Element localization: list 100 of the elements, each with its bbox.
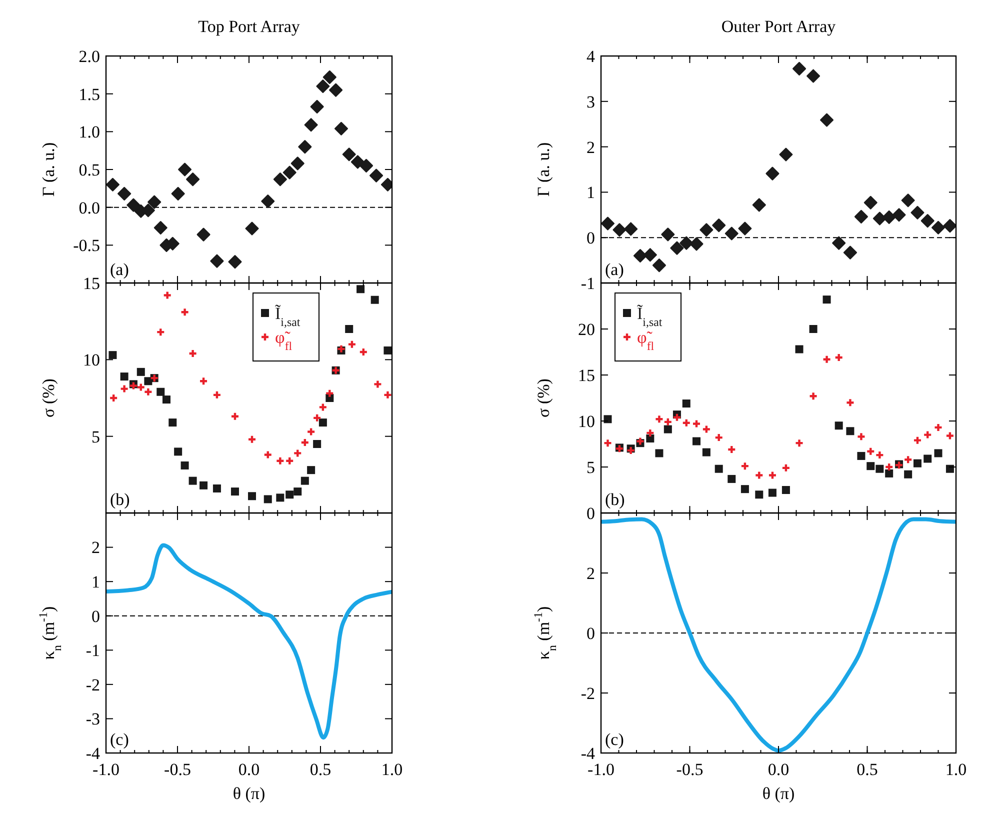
y-tick-label: 0.0 [78, 198, 100, 218]
annotation: (a) [110, 260, 129, 279]
y-tick-label: 1.0 [78, 122, 100, 142]
point [350, 155, 364, 169]
y-tick-label: 2 [586, 564, 595, 583]
point [945, 431, 955, 440]
y-tick-label: 10 [578, 412, 595, 431]
point [316, 80, 330, 94]
point [712, 218, 726, 232]
point [171, 186, 185, 200]
point [714, 464, 723, 473]
point [904, 470, 912, 478]
point [186, 172, 200, 186]
point [664, 425, 672, 434]
line-series [601, 517, 956, 753]
y-tick-label: 5 [586, 458, 595, 477]
point [636, 436, 645, 446]
point [866, 462, 875, 470]
y-tick-label: 4 [586, 46, 596, 66]
point [174, 448, 182, 456]
y-tick-label: 0 [586, 504, 595, 523]
point [156, 388, 165, 396]
point [156, 327, 166, 337]
point [282, 166, 296, 180]
point [304, 118, 318, 132]
y-tick-label: -0.5 [73, 236, 100, 256]
point [294, 488, 302, 496]
y-tick-label: 15 [83, 274, 100, 293]
annotation: (c) [110, 730, 129, 749]
point [370, 168, 384, 182]
point [692, 419, 702, 428]
annotation: (c) [605, 730, 624, 749]
point [383, 390, 392, 400]
point [188, 348, 198, 358]
point [795, 345, 804, 354]
point [162, 290, 172, 300]
point [820, 113, 834, 127]
x-tick-label: 0.5 [310, 760, 332, 779]
y-tick-label: 0 [586, 624, 595, 643]
x-tick-label: -1.0 [92, 760, 120, 779]
point [263, 450, 272, 460]
y-tick-label: 15 [578, 366, 595, 385]
point [120, 372, 128, 381]
point [230, 412, 240, 421]
point [126, 198, 140, 212]
point [198, 376, 208, 386]
point [212, 390, 222, 400]
point [946, 464, 954, 473]
point [724, 226, 738, 240]
point [752, 198, 766, 212]
point [843, 246, 857, 260]
point [913, 459, 922, 468]
annotation: (b) [605, 490, 625, 509]
y-axis-title: σ (%) [534, 378, 553, 418]
point [661, 228, 675, 242]
point [854, 210, 868, 224]
y-tick-label: 0 [586, 228, 595, 248]
point [864, 196, 878, 210]
y-tick-label: -2 [86, 675, 100, 694]
point [872, 212, 886, 226]
point [923, 430, 932, 440]
annotation: (b) [110, 490, 130, 509]
point [626, 446, 636, 456]
x-tick-label: -0.5 [164, 760, 191, 779]
y-tick-label: -1 [580, 274, 595, 293]
point [832, 236, 846, 250]
x-axis-title: θ (π) [762, 784, 795, 803]
point [885, 469, 894, 478]
point [264, 495, 272, 504]
point [806, 69, 820, 83]
point [347, 340, 357, 349]
y-tick-label: -4 [86, 744, 100, 763]
y-tick-label: 1.5 [78, 84, 100, 104]
point [652, 258, 666, 272]
y-tick-label: -3 [86, 710, 100, 729]
point [307, 466, 316, 474]
point [643, 248, 657, 262]
x-tick-label: -1.0 [588, 760, 614, 779]
point [356, 285, 365, 294]
point [136, 368, 145, 376]
y-tick-label: 3 [586, 92, 595, 112]
point [934, 449, 942, 458]
point [740, 461, 750, 471]
point [200, 481, 208, 490]
point [714, 432, 724, 442]
point [384, 346, 392, 354]
point [834, 352, 844, 362]
point [247, 434, 257, 444]
y-tick-label: 0.5 [78, 160, 100, 180]
legend-label: φ̃$_{fl}$ [637, 328, 655, 353]
point [196, 228, 210, 242]
point [106, 178, 120, 192]
point [702, 448, 710, 456]
x-tick-label: 0.5 [856, 760, 878, 779]
y-axis-title: Γ (a. u.) [534, 142, 553, 197]
point [779, 148, 793, 162]
point [792, 62, 806, 76]
point [373, 380, 382, 389]
y-tick-label: 10 [83, 350, 100, 370]
point [276, 456, 285, 466]
